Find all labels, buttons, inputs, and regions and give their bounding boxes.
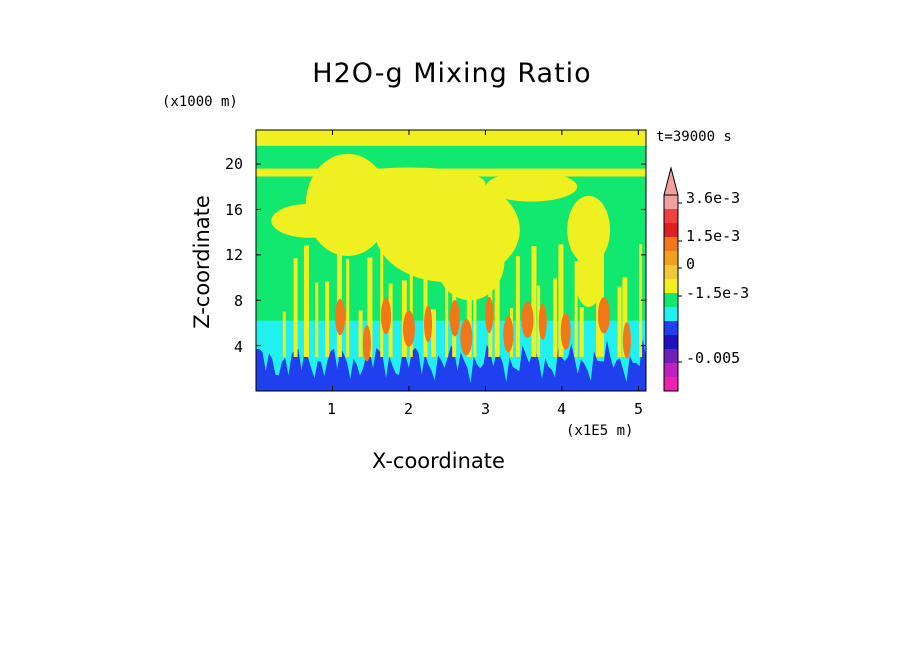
- x-tick-label: 4: [557, 400, 567, 418]
- colorbar: [663, 166, 682, 392]
- field-tower: [639, 244, 643, 357]
- field-plume: [332, 167, 486, 200]
- field-core: [597, 297, 610, 334]
- colorbar-segment: [664, 195, 678, 209]
- field-tower: [617, 286, 622, 357]
- y-tick-label: 20: [225, 155, 244, 173]
- field-core: [538, 303, 547, 340]
- colorbar-label: 1.5e-3: [686, 227, 741, 245]
- field-tower: [303, 245, 309, 357]
- field-plume: [485, 171, 578, 202]
- field-tower: [409, 244, 413, 357]
- field-tower: [558, 244, 564, 357]
- field-plume: [567, 195, 611, 264]
- y-axis-unit: (x1000 m): [162, 94, 238, 110]
- x-tick-label: 3: [481, 400, 491, 418]
- colorbar-frame: [663, 194, 679, 392]
- field-core: [560, 313, 571, 350]
- field-core: [503, 316, 514, 353]
- y-tick-label: 16: [225, 201, 244, 219]
- field-core: [485, 296, 494, 334]
- field-tower: [596, 255, 602, 357]
- field-tower: [293, 258, 298, 357]
- colorbar-segment: [664, 209, 678, 223]
- colorbar-segment: [664, 251, 678, 265]
- x-tick-label: 5: [634, 400, 644, 418]
- field-tower: [380, 245, 384, 357]
- field-tower: [423, 259, 428, 357]
- field-core: [402, 310, 415, 347]
- field-core: [424, 305, 433, 342]
- field-core: [381, 297, 391, 335]
- x-axis-unit: (x1E5 m): [566, 423, 634, 439]
- field-tower: [531, 246, 537, 357]
- colorbar-segment: [664, 237, 678, 251]
- field-tower: [445, 256, 449, 357]
- time-label: t=39000 s: [656, 129, 732, 145]
- field-surface-layer: [256, 339, 646, 391]
- plot-frame: [255, 129, 647, 392]
- field-core: [521, 301, 534, 339]
- field-plume: [271, 203, 348, 238]
- field-core: [449, 300, 460, 337]
- colorbar-label: 3.6e-3: [686, 189, 741, 207]
- colorbar-segment: [664, 377, 678, 391]
- colorbar-segment: [664, 279, 678, 293]
- field-tower: [574, 261, 578, 357]
- field-tower: [494, 260, 500, 357]
- chart-title: H2O-g Mixing Ratio: [312, 58, 592, 89]
- field-tower: [315, 282, 319, 357]
- field-tower: [282, 311, 286, 357]
- colorbar-label: 0: [686, 255, 696, 273]
- colorbar-segment: [664, 223, 678, 237]
- colorbar-label: -0.005: [686, 349, 741, 367]
- field-tower: [622, 277, 628, 357]
- field-tower: [367, 257, 373, 357]
- colorbar-segment: [664, 307, 678, 321]
- field-upper-band: [256, 130, 646, 146]
- field-core: [622, 322, 631, 359]
- colorbar-label: -1.5e-3: [686, 284, 750, 302]
- field-tower: [430, 309, 436, 357]
- contour-field: [256, 130, 646, 391]
- x-tick-label: 2: [404, 400, 414, 418]
- field-tower: [466, 284, 472, 357]
- y-tick-label: 8: [234, 292, 244, 310]
- field-core: [362, 325, 371, 362]
- colorbar-segment: [664, 293, 678, 307]
- field-tower: [346, 258, 350, 357]
- field-tower: [515, 256, 520, 357]
- field-tower: [553, 278, 558, 357]
- field-plume: [574, 248, 603, 308]
- x-tick-label: 1: [327, 400, 337, 418]
- x-axis-label: X-coordinate: [372, 449, 505, 473]
- field-tower: [325, 281, 330, 357]
- colorbar-segment: [664, 363, 678, 377]
- field-tower: [473, 279, 477, 357]
- colorbar-segment: [664, 335, 678, 349]
- colorbar-segment: [664, 321, 678, 335]
- colorbar-segment: [664, 265, 678, 279]
- field-tower: [358, 310, 363, 357]
- y-tick-label: 12: [225, 246, 244, 264]
- axis-ticks: [256, 130, 646, 391]
- field-core: [460, 319, 473, 356]
- colorbar-segment: [664, 349, 678, 363]
- field-core: [335, 298, 346, 336]
- field-tower: [537, 285, 541, 357]
- field-tower: [579, 306, 584, 357]
- y-tick-label: 4: [234, 338, 244, 356]
- colorbar-arrow: [663, 166, 679, 196]
